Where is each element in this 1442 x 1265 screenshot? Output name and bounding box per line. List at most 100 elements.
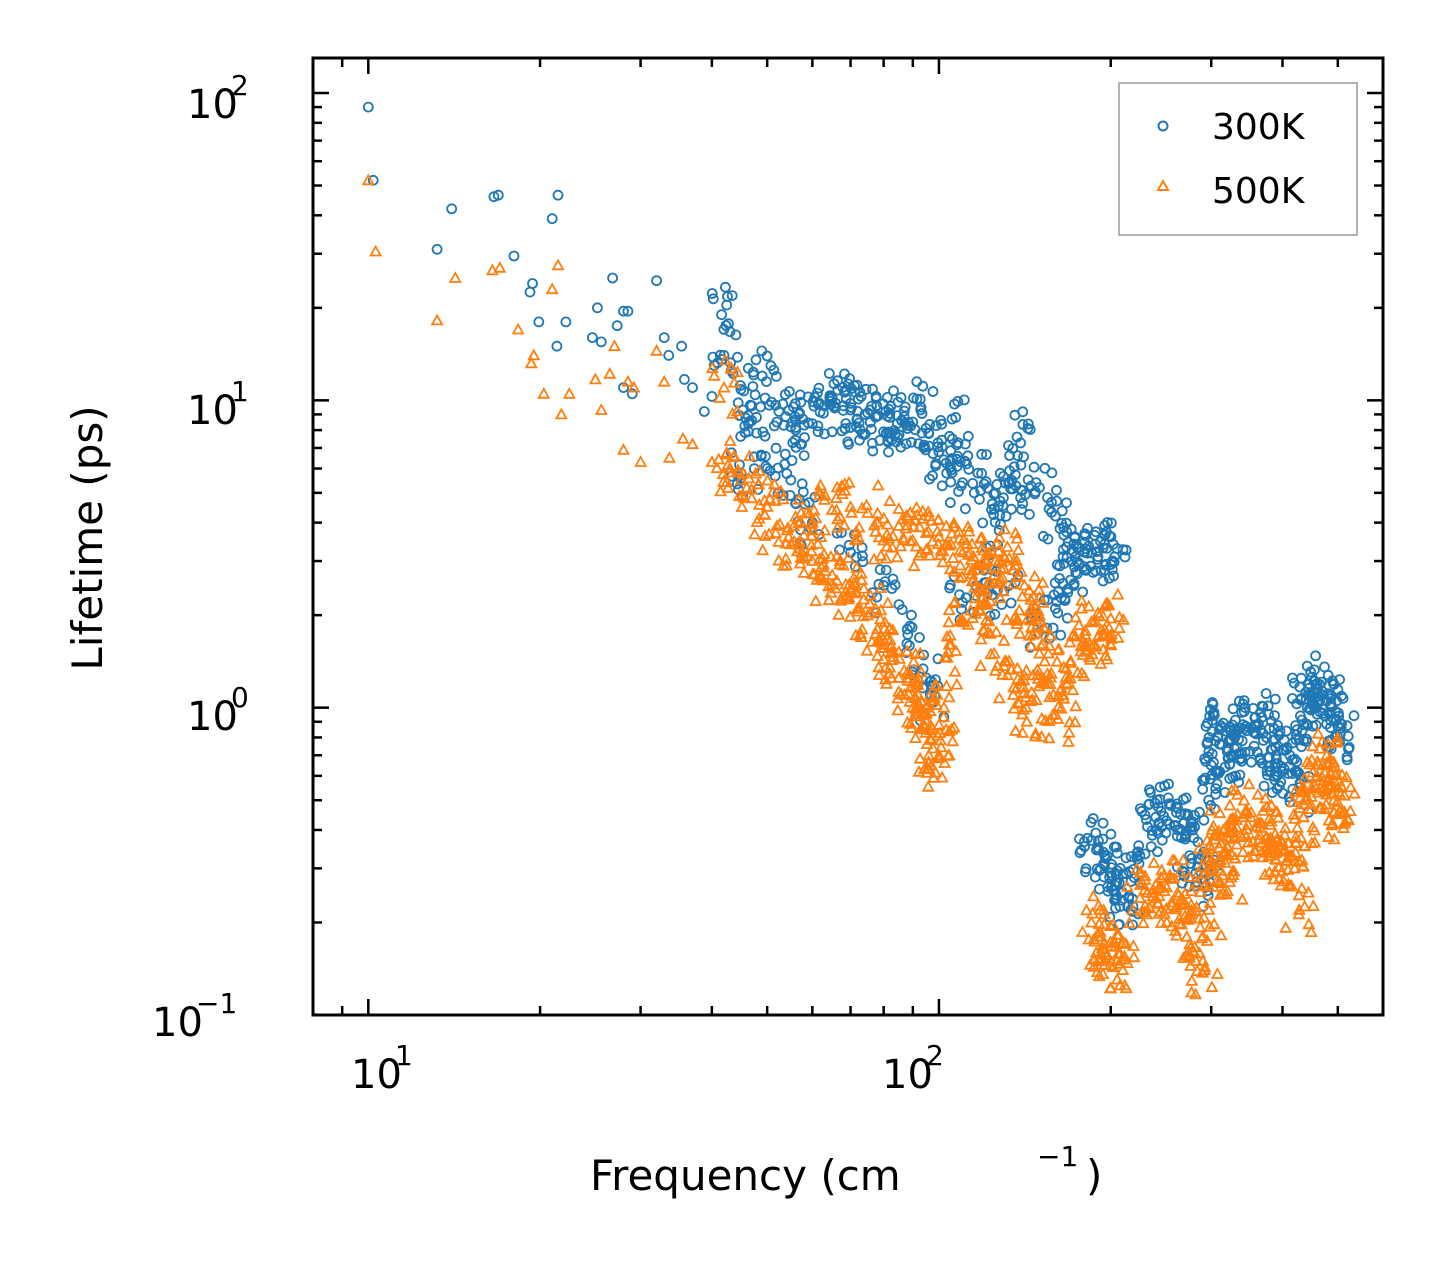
data-point-500k (710, 461, 724, 474)
data-point-500k (874, 548, 888, 561)
legend-label-300k: 300K (1212, 107, 1306, 148)
data-point-300k (779, 448, 791, 460)
data-point-300k (945, 445, 957, 457)
data-point-500k (1171, 885, 1185, 898)
data-point-500k (797, 551, 811, 564)
data-point-300k (760, 450, 771, 462)
data-point-500k (1031, 672, 1045, 684)
data-point-300k (1261, 732, 1272, 743)
data-point-300k (1348, 710, 1360, 722)
data-point-500k (1213, 806, 1227, 819)
data-point-300k (1282, 768, 1294, 779)
data-point-300k (1184, 850, 1196, 861)
data-point-300k (1046, 467, 1058, 479)
data-point-500k (1330, 735, 1344, 748)
data-point-300k (1311, 708, 1323, 720)
data-point-300k (993, 500, 1004, 512)
data-point-500k (939, 519, 953, 532)
data-point-300k (663, 349, 675, 361)
data-point-300k (865, 423, 877, 435)
data-point-300k (735, 430, 747, 442)
data-point-500k (1342, 813, 1356, 826)
data-point-500k (1278, 828, 1292, 840)
data-point-500k (932, 748, 946, 761)
data-point-500k (769, 526, 783, 538)
data-point-300k (1099, 564, 1111, 576)
data-point-500k (976, 584, 990, 596)
data-point-500k (1336, 821, 1351, 833)
data-point-500k (1309, 781, 1324, 794)
data-point-500k (970, 558, 985, 570)
data-point-300k (1333, 710, 1345, 722)
data-point-300k (1047, 622, 1059, 634)
data-point-500k (1031, 603, 1045, 616)
data-point-500k (1327, 832, 1341, 845)
data-point-500k (891, 703, 905, 716)
data-point-500k (992, 691, 1006, 704)
legend-box (1118, 82, 1358, 236)
data-point-300k (732, 397, 744, 409)
data-point-300k (1028, 461, 1040, 473)
data-point-500k (781, 520, 795, 533)
data-point-300k (1067, 545, 1079, 557)
data-point-300k (851, 413, 863, 425)
data-point-500k (885, 653, 899, 665)
data-point-300k (789, 398, 801, 410)
data-point-500k (989, 625, 1003, 637)
data-point-500k (939, 722, 953, 735)
data-point-500k (1268, 852, 1282, 864)
data-point-300k (732, 351, 743, 363)
data-point-300k (1062, 536, 1074, 548)
data-point-300k (813, 397, 825, 409)
data-point-500k (1261, 842, 1275, 855)
data-point-500k (1281, 863, 1295, 875)
data-point-500k (1192, 946, 1207, 959)
data-point-300k (1097, 817, 1109, 829)
data-point-300k (724, 326, 736, 338)
data-point-500k (979, 583, 993, 595)
data-point-500k (1120, 956, 1134, 968)
data-point-300k (751, 411, 762, 423)
data-point-500k (1230, 837, 1244, 850)
data-point-300k (765, 360, 777, 372)
data-point-300k (1287, 672, 1298, 684)
data-point-300k (972, 467, 984, 479)
data-point-300k (849, 561, 861, 572)
data-point-500k (1063, 715, 1077, 728)
data-point-500k (1010, 553, 1024, 566)
data-point-500k (872, 530, 886, 543)
data-point-500k (985, 544, 999, 557)
data-point-500k (1054, 701, 1068, 714)
data-point-500k (1126, 903, 1140, 915)
data-point-500k (1120, 880, 1134, 892)
data-point-500k (913, 520, 927, 533)
data-point-500k (1326, 816, 1340, 829)
data-point-300k (1230, 714, 1241, 726)
data-point-500k (1095, 941, 1109, 954)
data-point-500k (962, 524, 976, 537)
data-point-500k (1076, 634, 1090, 646)
data-point-500k (909, 707, 923, 720)
data-point-300k (1022, 474, 1034, 486)
data-point-300k (1328, 678, 1339, 690)
data-point-500k (734, 473, 748, 486)
data-point-500k (947, 564, 961, 577)
data-point-500k (1051, 689, 1065, 702)
data-point-300k (1310, 650, 1321, 662)
data-point-300k (889, 579, 901, 591)
data-point-300k (1054, 573, 1065, 584)
data-point-500k (1223, 798, 1237, 811)
data-point-500k (1147, 856, 1161, 868)
data-point-300k (1000, 510, 1012, 522)
data-point-300k (944, 497, 956, 509)
data-point-300k (1323, 708, 1335, 719)
data-point-500k (1085, 647, 1099, 660)
data-point-500k (1062, 725, 1076, 738)
data-point-500k (720, 475, 734, 488)
data-point-300k (770, 370, 782, 382)
data-point-500k (884, 671, 898, 683)
data-point-500k (1025, 685, 1039, 698)
data-point-300k (798, 419, 810, 431)
data-point-300k (884, 432, 896, 444)
data-point-300k (933, 446, 945, 458)
